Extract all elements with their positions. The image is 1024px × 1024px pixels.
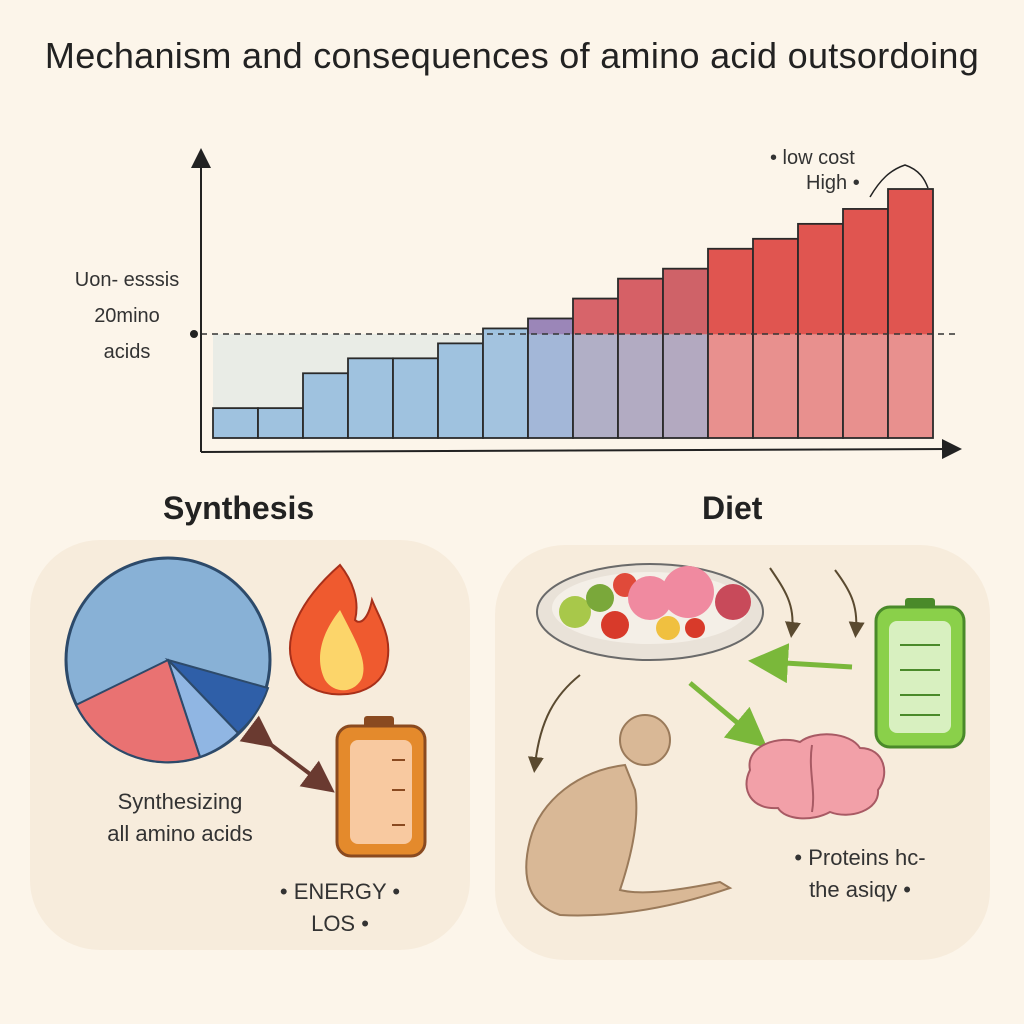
bar <box>303 373 348 438</box>
y-axis-label: Uon- esssis 20mino acids <box>74 269 180 363</box>
green-arrow-icon <box>688 681 768 748</box>
energy-caption-line2: LOS • <box>311 911 369 936</box>
annotation-arrow <box>869 164 929 198</box>
bar <box>258 408 303 438</box>
synthesis-caption-line2: all amino acids <box>107 821 253 846</box>
battery-icon-low <box>335 716 427 858</box>
flame-icon <box>289 563 390 696</box>
bar-upper <box>888 189 933 335</box>
bar-lower <box>753 334 798 438</box>
bar-upper <box>483 328 528 335</box>
bar-lower <box>888 334 933 438</box>
annotation-low-cost: • low cost <box>770 147 855 169</box>
bar-lower <box>663 334 708 438</box>
bar-lower <box>708 334 753 438</box>
energy-caption: • ENERGY • LOS • <box>250 876 430 940</box>
synthesis-heading: Synthesis <box>163 490 315 526</box>
bar <box>348 358 393 438</box>
bar-lower <box>618 334 663 438</box>
green-arrow-icon <box>748 643 853 684</box>
bar-lower <box>483 334 528 438</box>
synthesis-caption: Synthesizing all amino acids <box>70 786 290 850</box>
diet-heading: Diet <box>702 490 763 526</box>
x-axis <box>200 439 962 460</box>
human-figure-icon <box>525 714 733 917</box>
bar-upper <box>753 238 798 335</box>
diet-caption: • Proteins hc- the asiqy • <box>760 842 960 906</box>
arrow-icon <box>769 567 801 638</box>
bar-chart <box>190 148 962 460</box>
bar-lower <box>798 334 843 438</box>
bar-upper <box>573 298 618 335</box>
page-title: Mechanism and consequences of amino acid… <box>44 35 980 76</box>
threshold-dot <box>190 330 198 338</box>
bar-lower <box>528 334 573 438</box>
bar-outline <box>887 188 934 439</box>
bar <box>393 358 438 438</box>
pie-chart-icon <box>64 556 272 764</box>
brain-icon <box>745 733 886 820</box>
arrow-icon <box>834 569 865 638</box>
bar-upper <box>618 278 663 335</box>
annotation-high: High • <box>806 172 860 194</box>
bar-upper <box>663 268 708 335</box>
bar-lower <box>843 334 888 438</box>
bar <box>438 343 483 438</box>
energy-caption-line1: • ENERGY • <box>279 879 401 904</box>
diet-caption-line1: • Proteins hc- <box>794 845 926 870</box>
bar-upper <box>528 318 573 335</box>
bar-upper <box>798 223 843 335</box>
bar-lower <box>573 334 618 438</box>
battery-icon-full <box>874 598 966 749</box>
bar-upper <box>708 248 753 335</box>
synthesis-caption-line1: Synthesizing <box>117 789 243 814</box>
bar-upper <box>843 208 888 335</box>
arrow-icon <box>527 674 581 773</box>
double-arrow-icon <box>239 715 335 793</box>
diet-caption-line2: the asiqy • <box>809 877 911 902</box>
food-plate-icon <box>536 563 764 661</box>
bar <box>213 408 258 438</box>
